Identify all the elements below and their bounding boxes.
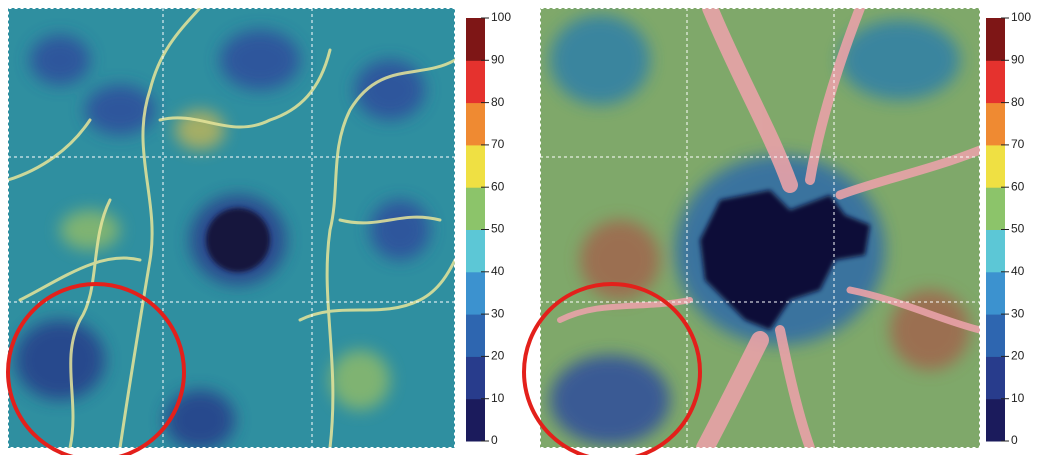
tick-label: 30 (491, 306, 505, 320)
color-band (466, 314, 485, 357)
color-band (466, 187, 485, 230)
color-band (466, 356, 485, 400)
tick-label: 70 (491, 137, 505, 151)
tick-label: 100 (1011, 10, 1031, 24)
color-band (986, 60, 1005, 104)
color-band (986, 144, 1005, 188)
color-band (986, 271, 1005, 315)
tick-label: 80 (491, 95, 505, 109)
tick-label: 90 (1011, 52, 1025, 66)
tick-label: 0 (491, 433, 498, 447)
color-band (466, 229, 485, 273)
tick-label: 30 (1011, 306, 1025, 320)
color-band (986, 356, 1005, 400)
color-band (986, 102, 1005, 146)
left-map (8, 8, 455, 448)
color-band (986, 18, 1005, 61)
tick-label: 10 (491, 391, 505, 405)
right-map (540, 8, 980, 448)
color-band (466, 271, 485, 315)
color-band (466, 18, 485, 61)
color-band (986, 187, 1005, 230)
color-band (466, 398, 485, 442)
highlight-circle (522, 282, 702, 455)
tick-label: 0 (1011, 433, 1018, 447)
tick-label: 100 (491, 10, 511, 24)
tick-label: 20 (491, 349, 505, 363)
tick-label: 20 (1011, 349, 1025, 363)
highlight-circle (6, 282, 186, 455)
color-band (986, 314, 1005, 357)
tick-label: 50 (1011, 222, 1025, 236)
color-band (466, 144, 485, 188)
tick-label: 40 (1011, 264, 1025, 278)
tick-label: 70 (1011, 137, 1025, 151)
tick-label: 90 (491, 52, 505, 66)
tick-label: 80 (1011, 95, 1025, 109)
tick-label: 60 (1011, 179, 1025, 193)
color-band (986, 398, 1005, 442)
tick-label: 10 (1011, 391, 1025, 405)
tick-label: 40 (491, 264, 505, 278)
tick-label: 60 (491, 179, 505, 193)
color-band (466, 102, 485, 146)
color-band (986, 229, 1005, 273)
color-band (466, 60, 485, 104)
tick-label: 50 (491, 222, 505, 236)
